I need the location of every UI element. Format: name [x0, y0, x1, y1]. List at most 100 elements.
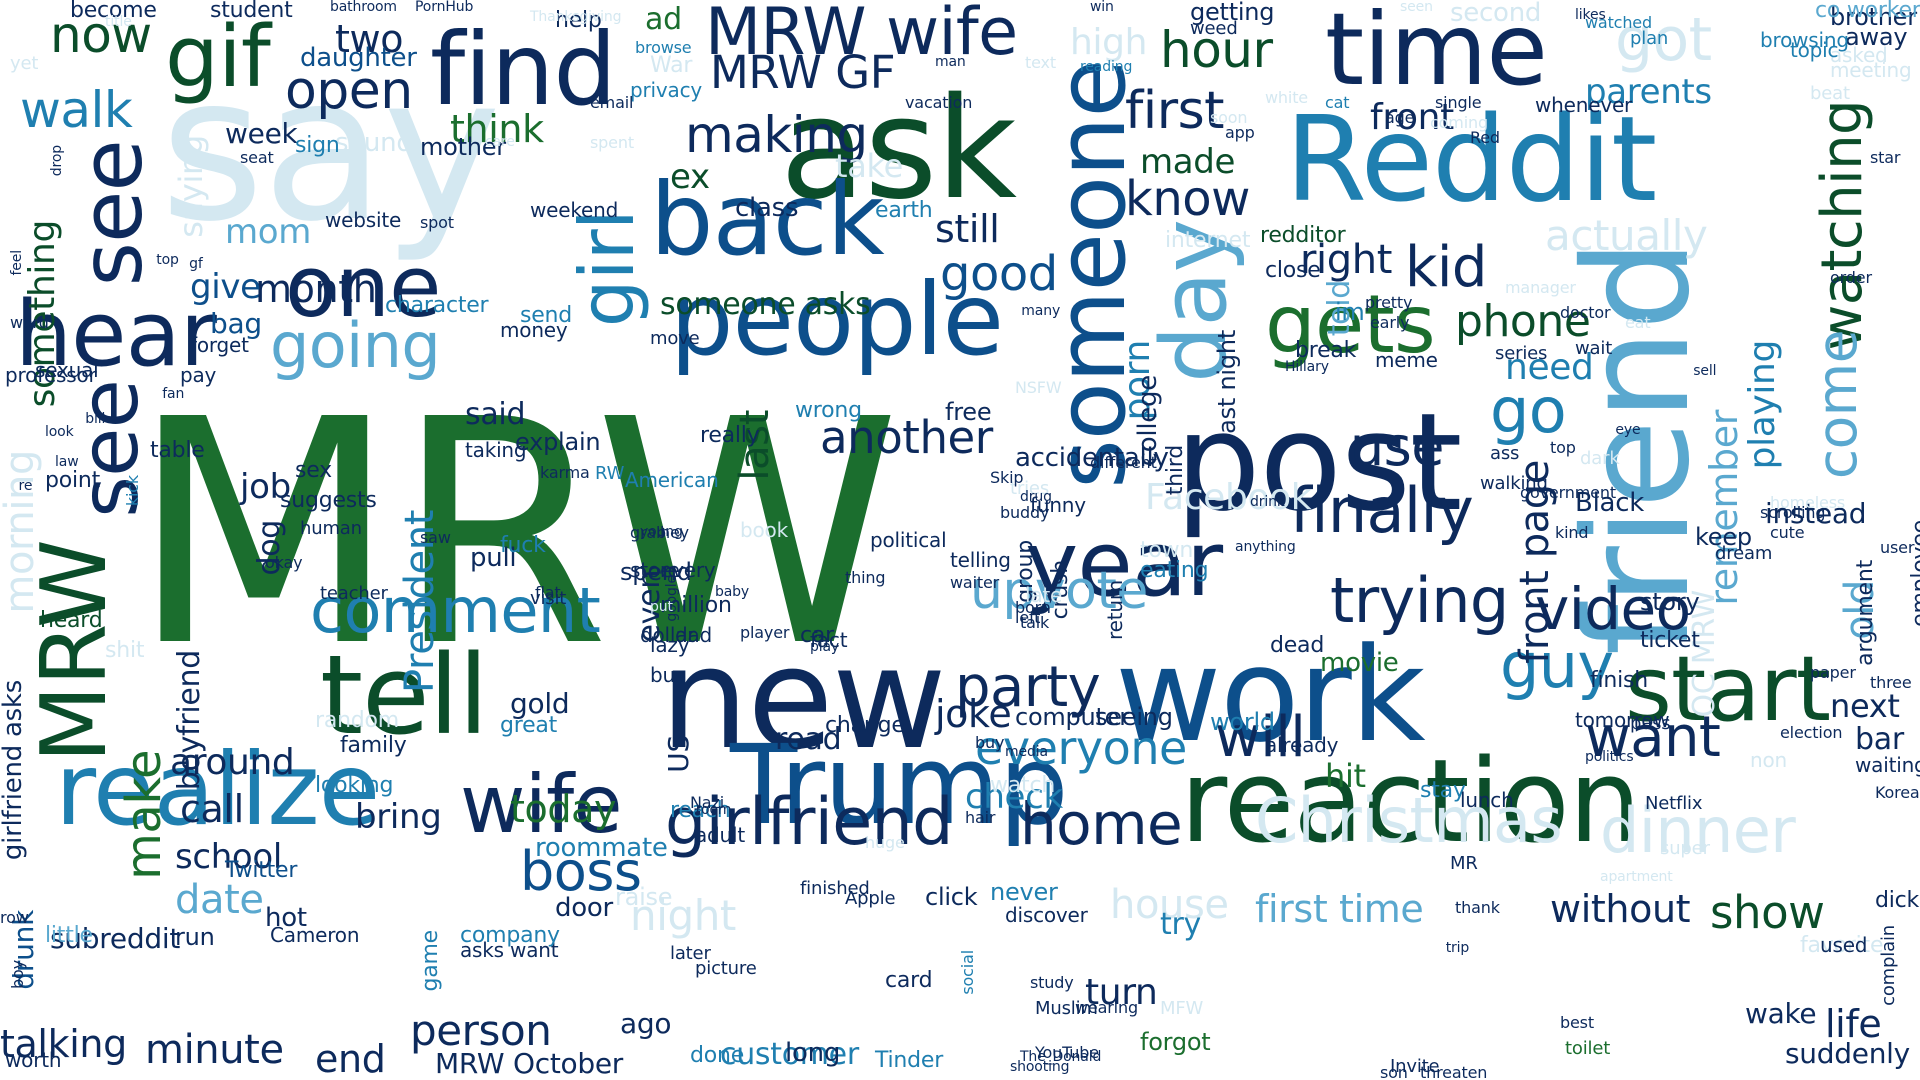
cloud-word: hit	[1325, 760, 1366, 792]
cloud-word: visit	[530, 590, 566, 608]
cloud-word: daughter	[300, 45, 417, 71]
cloud-word: picture	[695, 960, 757, 978]
cloud-word: buy	[975, 735, 1004, 751]
cloud-word: play	[810, 640, 839, 654]
cloud-word: ex	[670, 160, 710, 194]
cloud-word: ass	[1490, 445, 1519, 463]
cloud-word: ticket	[1640, 630, 1700, 652]
cloud-word: random	[315, 710, 399, 732]
cloud-word: topic	[1790, 40, 1838, 60]
cloud-word: drink	[1250, 495, 1285, 509]
cloud-word: end	[315, 1040, 385, 1078]
cloud-word: really	[700, 425, 760, 447]
cloud-word: drop	[50, 145, 64, 176]
cloud-word: girl	[570, 210, 645, 327]
cloud-word: meme	[1375, 350, 1438, 370]
cloud-word: website	[325, 210, 401, 230]
cloud-word: third	[1165, 445, 1187, 495]
cloud-word: non	[1750, 750, 1787, 770]
cloud-word: close	[1265, 260, 1321, 282]
cloud-word: vacation	[905, 95, 972, 111]
cloud-word: class	[735, 195, 798, 221]
cloud-word: done	[690, 1045, 744, 1067]
cloud-word: Cameron	[270, 925, 359, 945]
cloud-word: movie	[1320, 650, 1399, 676]
cloud-word: lunch	[1460, 790, 1514, 810]
cloud-word: click	[925, 885, 977, 909]
cloud-word: said	[465, 400, 525, 430]
cloud-word: watch	[990, 775, 1055, 797]
cloud-word: use	[1350, 420, 1444, 474]
cloud-word: saying	[175, 135, 207, 238]
cloud-word: bar	[1855, 725, 1904, 755]
cloud-word: next	[1830, 690, 1900, 722]
cloud-word: eat	[1625, 315, 1650, 331]
cloud-word: forgot	[1140, 1030, 1210, 1054]
cloud-word: free	[945, 400, 991, 424]
cloud-word: im	[1335, 300, 1365, 324]
cloud-word: heard	[40, 610, 102, 632]
cloud-word: dead	[1270, 635, 1324, 657]
cloud-word: NSFW	[1015, 380, 1062, 396]
cloud-word: social	[960, 950, 976, 995]
cloud-word: dark	[1580, 450, 1620, 468]
cloud-word: bathroom	[330, 0, 397, 14]
cloud-word: seen	[1400, 0, 1433, 14]
cloud-word: bring	[355, 800, 441, 834]
cloud-word: law	[55, 455, 79, 469]
cloud-word: hey	[660, 525, 689, 541]
cloud-word: discover	[1005, 905, 1088, 925]
cloud-word: eye	[1615, 423, 1640, 437]
cloud-word: know	[1125, 175, 1250, 223]
cloud-word: top	[156, 253, 179, 267]
cloud-word: put	[650, 600, 673, 614]
cloud-word: change	[825, 715, 905, 737]
cloud-word: story	[1640, 590, 1699, 614]
cloud-word: different	[1090, 455, 1157, 471]
cloud-word: spent	[590, 135, 634, 151]
cloud-word: cute	[1770, 525, 1804, 541]
cloud-word: kick	[125, 475, 141, 506]
cloud-word: trip	[1446, 941, 1469, 955]
cloud-word: many	[1021, 304, 1060, 318]
cloud-word: okay	[265, 555, 302, 571]
cloud-word: book	[740, 520, 788, 540]
cloud-word: someone asks	[660, 290, 870, 320]
cloud-word: pretty	[1365, 295, 1412, 311]
cloud-word: MFW	[1160, 1000, 1203, 1018]
cloud-word: telling	[950, 550, 1011, 570]
cloud-word: title	[105, 15, 132, 29]
cloud-word: Hillary	[1285, 360, 1329, 374]
cloud-word: wake	[1745, 1000, 1816, 1028]
cloud-word: pay	[180, 365, 216, 385]
cloud-word: professor	[5, 365, 97, 385]
cloud-word: co worker	[1815, 0, 1920, 22]
cloud-word: three	[1870, 675, 1912, 691]
cloud-word: top	[1550, 440, 1576, 456]
cloud-word: forget	[190, 335, 249, 355]
cloud-word: email	[590, 95, 633, 111]
cloud-word: PornHub	[415, 0, 473, 14]
cloud-word: family	[340, 735, 407, 757]
cloud-word: threaten	[1420, 1065, 1487, 1080]
cloud-word: win	[1090, 0, 1114, 14]
cloud-word: paper	[1810, 665, 1856, 681]
cloud-word: son	[1380, 1065, 1408, 1080]
cloud-word: student	[210, 0, 293, 22]
cloud-word: cat	[1325, 95, 1349, 111]
cloud-word: room	[696, 803, 732, 817]
cloud-word: bill	[85, 412, 105, 426]
cloud-word: election	[1780, 725, 1842, 741]
cloud-word: baby	[715, 585, 749, 599]
cloud-word: thank	[1455, 900, 1500, 916]
cloud-word: find	[430, 20, 616, 120]
cloud-word: Tinder	[875, 1050, 943, 1072]
cloud-word: never	[990, 880, 1058, 904]
cloud-word: MRW GF	[710, 50, 895, 95]
cloud-word: complain	[1880, 925, 1898, 1006]
cloud-word: character	[385, 295, 488, 317]
cloud-word: government	[1520, 485, 1616, 501]
cloud-word: user	[1880, 540, 1914, 556]
cloud-word: finally	[1290, 480, 1473, 542]
cloud-word: MRW October	[435, 1050, 623, 1078]
